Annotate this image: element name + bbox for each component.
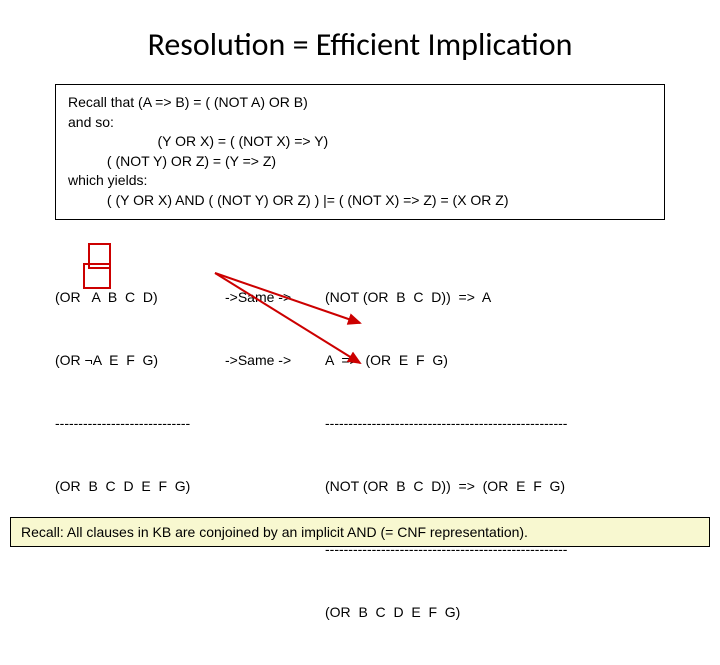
right-column: (NOT (OR B C D)) => A A => (OR E F G) --… (325, 245, 665, 665)
recall-footer-box: Recall: All clauses in KB are conjoined … (10, 517, 710, 547)
box-line-2: and so: (68, 113, 652, 133)
mid-row-1: ->Same -> (225, 287, 325, 308)
right-row-2: A => (OR E F G) (325, 350, 665, 371)
left-column: (OR A B C D) (OR ¬A E F G) -------------… (55, 245, 225, 665)
box-line-3: (Y OR X) = ( (NOT X) => Y) (68, 132, 652, 152)
box-line-1: Recall that (A => B) = ( (NOT A) OR B) (68, 93, 652, 113)
left-row-3: ----------------------------- (55, 413, 225, 434)
right-row-1: (NOT (OR B C D)) => A (325, 287, 665, 308)
slide-title: Resolution = Efficient Implication (0, 25, 720, 64)
left-row-4: (OR B C D E F G) (55, 476, 225, 497)
left-row-1: (OR A B C D) (55, 287, 225, 308)
box-line-6: ( (Y OR X) AND ( (NOT Y) OR Z) ) |= ( (N… (68, 191, 652, 211)
box-line-5: which yields: (68, 171, 652, 191)
example-columns: (OR A B C D) (OR ¬A E F G) -------------… (55, 245, 665, 665)
mid-column: ->Same -> ->Same -> (225, 245, 325, 665)
left-row-2: (OR ¬A E F G) (55, 350, 225, 371)
recall-derivation-box: Recall that (A => B) = ( (NOT A) OR B) a… (55, 84, 665, 220)
mid-row-2: ->Same -> (225, 350, 325, 371)
right-row-6: (OR B C D E F G) (325, 602, 665, 623)
box-line-4: ( (NOT Y) OR Z) = (Y => Z) (68, 152, 652, 172)
right-row-4: (NOT (OR B C D)) => (OR E F G) (325, 476, 665, 497)
right-row-3: ----------------------------------------… (325, 413, 665, 434)
